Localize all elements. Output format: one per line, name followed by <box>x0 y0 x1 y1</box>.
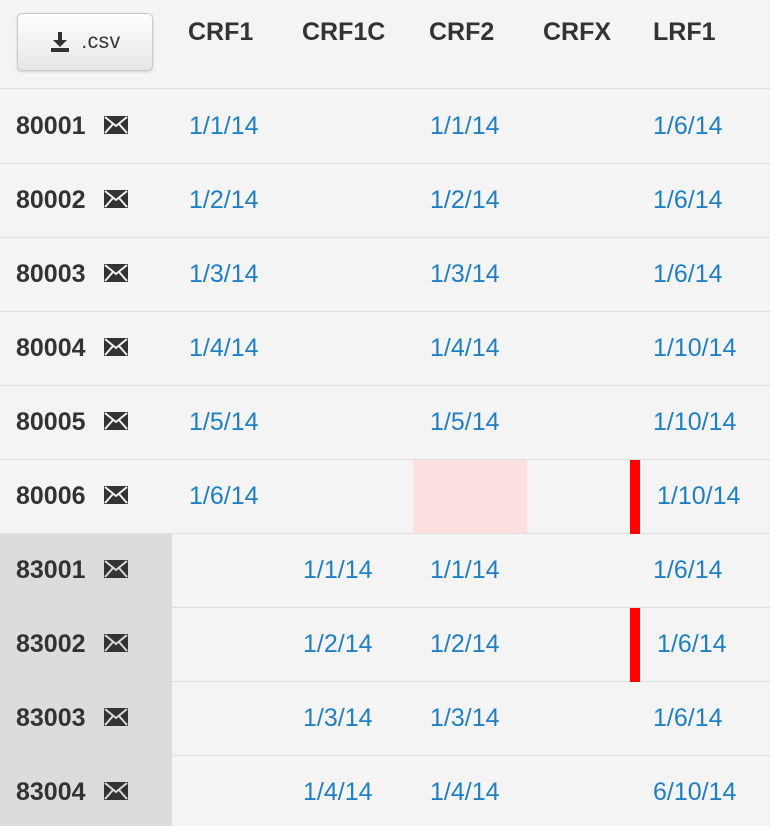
subject-cell: 80004 <box>0 312 172 386</box>
crf1c-date-link[interactable]: 1/3/14 <box>303 704 373 732</box>
subject-id-link[interactable]: 83002 <box>16 630 86 658</box>
lrf1-date-link[interactable]: 6/10/14 <box>653 778 737 806</box>
subject-cell: 80006 <box>0 460 172 534</box>
crf1-date-link[interactable]: 1/1/14 <box>189 112 259 140</box>
table-row: 80001 1/1/14 1/1/14 1/6/14 <box>0 90 770 164</box>
subject-cell: 80002 <box>0 164 172 238</box>
crf2-date-link[interactable]: 1/3/14 <box>430 260 500 288</box>
lrf1-date-link[interactable]: 1/6/14 <box>657 630 727 658</box>
missing-crf2-cell[interactable] <box>413 460 527 533</box>
download-icon <box>51 32 70 52</box>
subject-cell: 80003 <box>0 238 172 312</box>
envelope-icon[interactable] <box>104 486 128 504</box>
table-row: 80003 1/3/14 1/3/14 1/6/14 <box>0 238 770 312</box>
alert-bar <box>630 608 640 682</box>
table-row: 80004 1/4/14 1/4/14 1/10/14 <box>0 312 770 386</box>
column-header-crf1: CRF1 <box>188 18 254 46</box>
crf2-date-link[interactable]: 1/2/14 <box>430 186 500 214</box>
crf1-date-link[interactable]: 1/3/14 <box>189 260 259 288</box>
crf2-date-link[interactable]: 1/5/14 <box>430 408 500 436</box>
table-row: 80006 1/6/14 1/10/14 <box>0 460 770 534</box>
column-header-crf2: CRF2 <box>429 18 495 46</box>
lrf1-date-link[interactable]: 1/10/14 <box>653 408 737 436</box>
table-row: 83003 1/3/14 1/3/14 1/6/14 <box>0 682 770 756</box>
lrf1-date-link[interactable]: 1/6/14 <box>653 704 723 732</box>
envelope-icon[interactable] <box>104 412 128 430</box>
table-row: 80002 1/2/14 1/2/14 1/6/14 <box>0 164 770 238</box>
crf2-date-link[interactable]: 1/3/14 <box>430 704 500 732</box>
envelope-icon[interactable] <box>104 116 128 134</box>
subject-id-link[interactable]: 80003 <box>16 260 86 288</box>
envelope-icon[interactable] <box>104 560 128 578</box>
lrf1-date-link[interactable]: 1/10/14 <box>657 482 741 510</box>
subject-cell: 80005 <box>0 386 172 460</box>
envelope-icon[interactable] <box>104 264 128 282</box>
envelope-icon[interactable] <box>104 782 128 800</box>
subject-cell: 83004 <box>0 756 172 826</box>
crf1c-date-link[interactable]: 1/4/14 <box>303 778 373 806</box>
column-header-lrf1: LRF1 <box>653 18 716 46</box>
lrf1-date-link[interactable]: 1/6/14 <box>653 112 723 140</box>
table-row: 83001 1/1/14 1/1/14 1/6/14 <box>0 534 770 608</box>
column-header-crfx: CRFX <box>543 18 612 46</box>
lrf1-date-link[interactable]: 1/10/14 <box>653 334 737 362</box>
crf1-date-link[interactable]: 1/6/14 <box>189 482 259 510</box>
crf1-date-link[interactable]: 1/5/14 <box>189 408 259 436</box>
lrf1-date-link[interactable]: 1/6/14 <box>653 260 723 288</box>
subject-id-link[interactable]: 80005 <box>16 408 86 436</box>
column-header-crf1c: CRF1C <box>302 18 386 46</box>
envelope-icon[interactable] <box>104 338 128 356</box>
envelope-icon[interactable] <box>104 190 128 208</box>
subject-cell: 83002 <box>0 608 172 682</box>
subject-cell: 80001 <box>0 90 172 164</box>
subject-id-link[interactable]: 80006 <box>16 482 86 510</box>
subject-cell: 83003 <box>0 682 172 756</box>
crf1-date-link[interactable]: 1/2/14 <box>189 186 259 214</box>
subject-id-link[interactable]: 80001 <box>16 112 86 140</box>
subject-id-link[interactable]: 80002 <box>16 186 86 214</box>
crf2-date-link[interactable]: 1/2/14 <box>430 630 500 658</box>
crf1-date-link[interactable]: 1/4/14 <box>189 334 259 362</box>
table-row: 83002 1/2/14 1/2/14 1/6/14 <box>0 608 770 682</box>
table-row: 80005 1/5/14 1/5/14 1/10/14 <box>0 386 770 460</box>
lrf1-date-link[interactable]: 1/6/14 <box>653 186 723 214</box>
export-csv-button[interactable]: .csv <box>17 13 153 71</box>
crf2-date-link[interactable]: 1/4/14 <box>430 334 500 362</box>
alert-bar <box>630 460 640 534</box>
subject-id-link[interactable]: 83004 <box>16 778 86 806</box>
crf1c-date-link[interactable]: 1/2/14 <box>303 630 373 658</box>
export-csv-label: .csv <box>81 30 121 53</box>
crf2-date-link[interactable]: 1/1/14 <box>430 112 500 140</box>
lrf1-date-link[interactable]: 1/6/14 <box>653 556 723 584</box>
subject-id-link[interactable]: 83001 <box>16 556 86 584</box>
crf1c-date-link[interactable]: 1/1/14 <box>303 556 373 584</box>
subject-id-link[interactable]: 83003 <box>16 704 86 732</box>
header-row: .csv CRF1 CRF1C CRF2 CRFX LRF1 <box>0 0 770 89</box>
subject-id-link[interactable]: 80004 <box>16 334 86 362</box>
crf2-date-link[interactable]: 1/4/14 <box>430 778 500 806</box>
envelope-icon[interactable] <box>104 634 128 652</box>
table-row: 83004 1/4/14 1/4/14 6/10/14 <box>0 756 770 826</box>
subject-cell: 83001 <box>0 534 172 608</box>
crf2-date-link[interactable]: 1/1/14 <box>430 556 500 584</box>
envelope-icon[interactable] <box>104 708 128 726</box>
